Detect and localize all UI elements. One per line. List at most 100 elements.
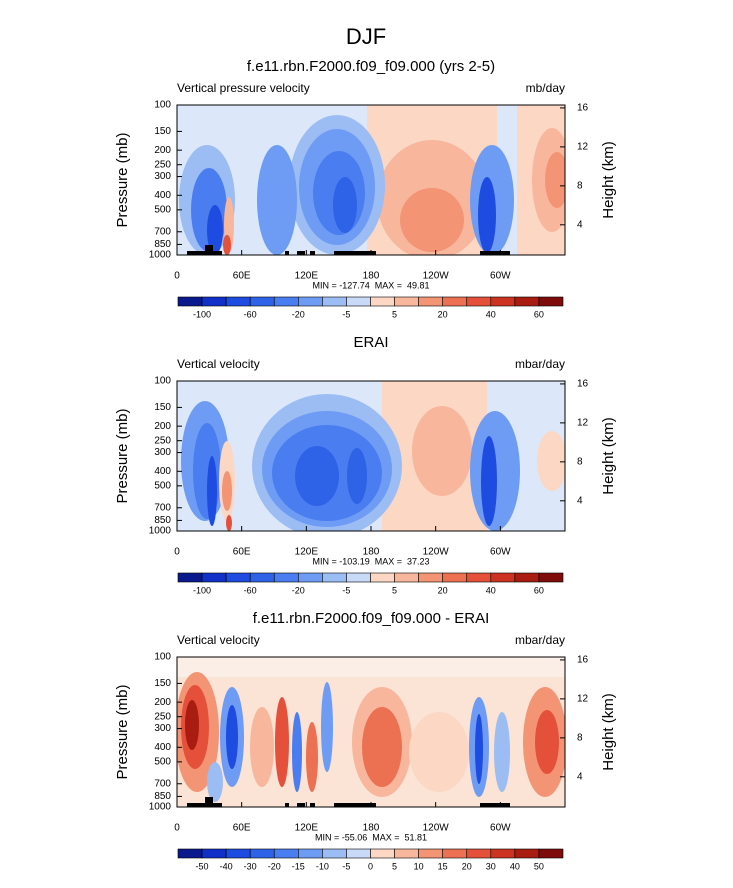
colorbar-label: 50 — [534, 861, 544, 871]
colorbar-box — [201, 296, 227, 307]
x-tick-label: 180 — [363, 823, 380, 834]
x-tick-label: 0 — [174, 823, 180, 834]
y-axis-label: Pressure (mb) — [114, 132, 131, 227]
panel-title: f.e11.rbn.F2000.f09_f09.000 - ERAI — [253, 610, 490, 627]
colorbar-box — [442, 296, 468, 307]
y-tick-label: 300 — [154, 171, 171, 182]
colorbar-box — [273, 572, 299, 583]
y-tick-label: 100 — [154, 652, 171, 663]
colorbar-box — [514, 572, 540, 583]
y-tick-label: 400 — [154, 742, 171, 753]
y-tick-label: 700 — [154, 502, 171, 513]
colorbar-label: -5 — [342, 309, 350, 319]
colorbar-label: 20 — [438, 309, 448, 319]
right-label: mb/day — [526, 81, 565, 95]
y-tick-label: 700 — [154, 226, 171, 237]
colorbar-box — [370, 572, 395, 583]
colorbar-label: -5 — [342, 585, 350, 595]
y-tick-label: 850 — [154, 791, 171, 802]
contour-field — [177, 381, 565, 531]
colorbar-label: 40 — [510, 861, 520, 871]
stats: MIN = -103.19 MAX = 37.23 — [312, 556, 429, 566]
colorbar-label: -100 — [193, 585, 211, 595]
y-tick-label: 500 — [154, 204, 171, 215]
y2-tick-label: 8 — [577, 180, 583, 191]
colorbar-label: -20 — [292, 585, 305, 595]
y-tick-label: 500 — [154, 480, 171, 491]
y-tick-label: 250 — [154, 711, 171, 722]
colorbar-label: -10 — [316, 861, 329, 871]
colorbar-box — [177, 848, 203, 859]
colorbar-label: 5 — [392, 309, 397, 319]
y-tick-label: 300 — [154, 723, 171, 734]
colorbar-label: -60 — [244, 309, 257, 319]
y2-tick-label: 16 — [577, 379, 589, 390]
y-tick-label: 250 — [154, 435, 171, 446]
colorbar-box — [249, 572, 275, 583]
colorbar-box — [249, 296, 275, 307]
colorbar-box — [346, 296, 371, 307]
colorbar-box — [201, 848, 227, 859]
colorbar-label: -100 — [193, 309, 211, 319]
colorbar-box — [322, 848, 347, 859]
colorbar-label: 10 — [414, 861, 424, 871]
contour-field — [177, 657, 565, 807]
y-tick-label: 850 — [154, 515, 171, 526]
y-tick-label: 100 — [154, 100, 171, 111]
contour-field — [177, 105, 565, 255]
y2-tick-label: 12 — [577, 418, 589, 429]
colorbar-label: 15 — [438, 861, 448, 871]
colorbar-label: -40 — [220, 861, 233, 871]
colorbar-label: 20 — [462, 861, 472, 871]
colorbar-label: 60 — [534, 309, 544, 319]
y-axis-label: Pressure (mb) — [114, 684, 131, 779]
colorbar-box — [466, 572, 492, 583]
y-tick-label: 300 — [154, 447, 171, 458]
x-tick-label: 60W — [490, 271, 511, 282]
colorbar-box — [298, 848, 323, 859]
colorbar-box — [177, 572, 203, 583]
stats: MIN = -127.74 MAX = 49.81 — [312, 280, 429, 290]
left-label: Vertical velocity — [177, 633, 260, 647]
colorbar-label: -50 — [196, 861, 209, 871]
colorbar-label: -15 — [292, 861, 305, 871]
colorbar-box — [442, 572, 468, 583]
colorbar-box — [442, 848, 468, 859]
colorbar-box — [466, 848, 492, 859]
colorbar-box — [394, 848, 419, 859]
colorbar-label: -20 — [268, 861, 281, 871]
colorbar-box — [346, 848, 371, 859]
y-tick-label: 400 — [154, 466, 171, 477]
x-tick-label: 60E — [233, 271, 251, 282]
right-label: mbar/day — [515, 357, 565, 371]
y2-tick-label: 12 — [577, 142, 589, 153]
colorbar-label: 5 — [392, 585, 397, 595]
x-tick-label: 0 — [174, 271, 180, 282]
x-tick-label: 120W — [423, 271, 450, 282]
colorbar-box — [249, 848, 275, 859]
y-tick-label: 100 — [154, 376, 171, 387]
y-tick-label: 200 — [154, 697, 171, 708]
y-tick-label: 150 — [154, 402, 171, 413]
x-tick-label: 60E — [233, 547, 251, 558]
colorbar-box — [201, 572, 227, 583]
colorbar-label: 30 — [486, 861, 496, 871]
colorbar-label: -60 — [244, 585, 257, 595]
y-tick-label: 1000 — [149, 250, 172, 261]
y2-tick-label: 16 — [577, 103, 589, 114]
colorbar-box — [418, 572, 443, 583]
y2-tick-label: 4 — [577, 495, 583, 506]
colorbar-box — [298, 296, 323, 307]
colorbar-label: 0 — [368, 861, 373, 871]
colorbar-box — [514, 848, 540, 859]
right-label: mbar/day — [515, 633, 565, 647]
colorbar-box — [418, 848, 443, 859]
colorbar-label: -5 — [342, 861, 350, 871]
y2-tick-label: 12 — [577, 694, 589, 705]
colorbar-label: -30 — [244, 861, 257, 871]
y-tick-label: 250 — [154, 159, 171, 170]
colorbar-box — [538, 572, 564, 583]
colorbar-box — [298, 572, 323, 583]
colorbar-box — [394, 572, 419, 583]
